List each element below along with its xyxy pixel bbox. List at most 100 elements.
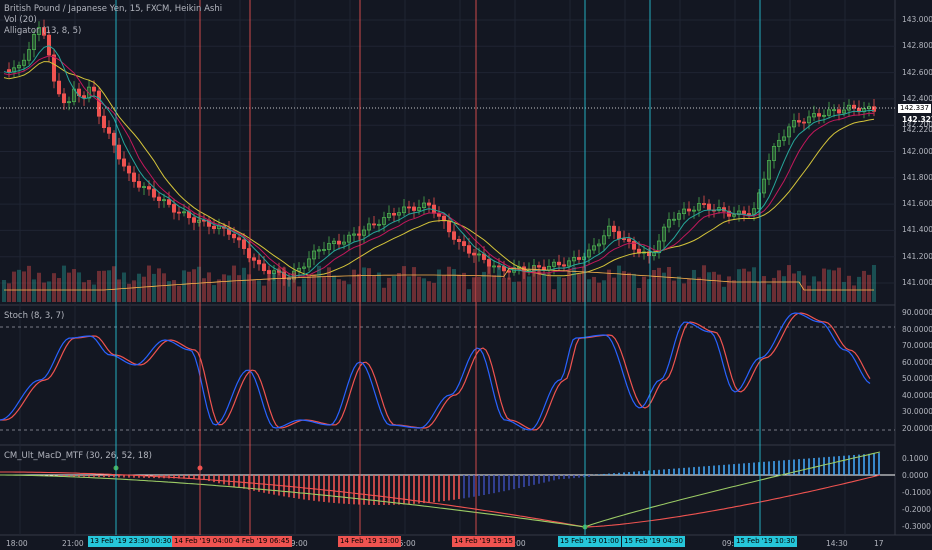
- volume-bar: [42, 282, 46, 302]
- candle: [612, 225, 617, 232]
- candle: [687, 208, 692, 212]
- price-axis-label: 141.200: [902, 251, 932, 261]
- volume-bar: [32, 279, 36, 302]
- candle: [742, 210, 747, 214]
- candle: [246, 248, 251, 259]
- candle: [617, 231, 622, 239]
- volume-bar: [692, 269, 696, 302]
- volume-bar: [62, 265, 66, 302]
- volume-bar: [187, 271, 191, 302]
- candle: [847, 104, 852, 111]
- candle: [67, 101, 72, 104]
- volume-bar: [792, 273, 796, 302]
- volume-bar: [17, 269, 21, 302]
- volume-bar: [447, 266, 451, 302]
- candle: [476, 253, 481, 256]
- candle: [587, 249, 592, 258]
- candle: [231, 233, 236, 239]
- candle: [176, 211, 181, 214]
- volume-bar: [702, 265, 706, 302]
- candle: [226, 227, 231, 235]
- candle: [112, 132, 117, 146]
- chart-title: British Pound / Japanese Yen, 15, FXCM, …: [4, 4, 223, 14]
- volume-bar: [527, 276, 531, 302]
- candle: [311, 250, 316, 260]
- volume-bar: [412, 267, 416, 302]
- candle: [261, 263, 266, 271]
- candle: [667, 219, 672, 228]
- time-marker-tag[interactable]: 14 Feb '19 13:00: [338, 536, 401, 547]
- stoch-axis-label: 90.0000: [902, 308, 932, 317]
- candle: [682, 208, 687, 215]
- volume-bar: [182, 270, 186, 302]
- time-marker-tag[interactable]: 15 Feb '19 04:30: [622, 536, 685, 547]
- candle: [122, 158, 127, 167]
- volume-bar: [452, 269, 456, 302]
- volume-bar: [372, 275, 376, 302]
- volume-bar: [477, 276, 481, 302]
- volume-bar: [697, 277, 701, 302]
- volume-bar: [387, 277, 391, 302]
- price-axis-label: 142.800: [902, 41, 932, 51]
- volume-bar: [742, 268, 746, 302]
- volume-bar: [207, 272, 211, 302]
- volume-bar: [317, 265, 321, 302]
- candle: [782, 136, 787, 141]
- volume-bar: [152, 273, 156, 302]
- stoch-axis-label: 20.0000: [902, 423, 932, 433]
- volume-bar: [462, 272, 466, 302]
- volume-bar: [537, 270, 541, 302]
- volume-bar: [92, 284, 96, 302]
- volume-bar: [137, 273, 141, 302]
- time-marker-tag[interactable]: 13 Feb '19 23:30 00:30: [88, 536, 174, 547]
- time-marker-tag[interactable]: 15 Feb '19 10:30: [734, 536, 797, 547]
- volume-bar: [362, 267, 366, 302]
- volume-bar: [407, 276, 411, 302]
- volume-bar: [642, 276, 646, 302]
- candle: [456, 239, 461, 242]
- time-marker-tag[interactable]: 14 Feb '19 04:00 4 Feb '19 06:45: [172, 536, 292, 547]
- volume-bar: [707, 272, 711, 302]
- volume-bar: [502, 277, 506, 302]
- volume-bar: [122, 272, 126, 302]
- volume-bar: [552, 289, 556, 302]
- time-marker-tag[interactable]: 14 Feb '19 19:15: [452, 536, 515, 547]
- volume-bar: [597, 282, 601, 302]
- volume-bar: [202, 278, 206, 302]
- volume-bar: [367, 268, 371, 302]
- volume-bar: [562, 277, 566, 302]
- volume-bar: [237, 275, 241, 302]
- volume-bar: [717, 274, 721, 302]
- stoch-axis-label: 40.0000: [902, 390, 932, 400]
- stoch-axis-label: 80.0000: [902, 324, 932, 334]
- macd-legend: CM_Ult_MacD_MTF (30, 26, 52, 18): [4, 451, 152, 461]
- macd-axis-label: -0.2000: [902, 505, 931, 514]
- candle: [127, 165, 132, 174]
- volume-bar: [472, 277, 476, 302]
- volume-bar: [22, 271, 26, 302]
- time-axis-label: 17: [874, 539, 884, 548]
- candle: [251, 257, 256, 261]
- candle: [102, 115, 107, 128]
- volume-bar: [217, 279, 221, 302]
- candle: [286, 278, 291, 280]
- volume-bar: [132, 280, 136, 302]
- volume-bar: [532, 266, 536, 302]
- candle: [622, 238, 627, 240]
- volume-bar: [727, 276, 731, 302]
- volume-bar: [162, 273, 166, 302]
- macd-axis-label: -0.3000: [902, 522, 931, 531]
- volume-bar: [287, 277, 291, 302]
- candle: [151, 188, 156, 198]
- candle: [146, 186, 151, 190]
- volume-bar: [787, 265, 791, 302]
- candle: [572, 257, 577, 262]
- time-marker-tag[interactable]: 15 Feb '19 01:00: [558, 536, 621, 547]
- candle: [161, 199, 166, 202]
- price-axis-label: 141.400: [902, 225, 932, 235]
- volume-bar: [797, 271, 801, 302]
- volume-bar: [402, 266, 406, 302]
- candle: [837, 109, 842, 114]
